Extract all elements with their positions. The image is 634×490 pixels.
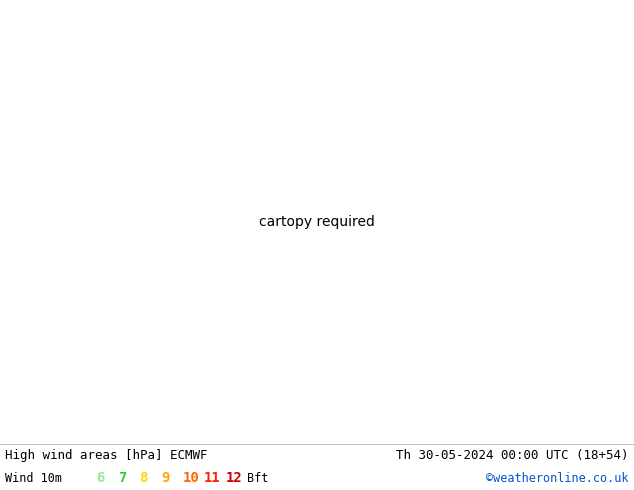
- Text: 11: 11: [204, 471, 221, 485]
- Text: cartopy required: cartopy required: [259, 215, 375, 229]
- Text: Bft: Bft: [247, 472, 269, 485]
- Text: Th 30-05-2024 00:00 UTC (18+54): Th 30-05-2024 00:00 UTC (18+54): [396, 449, 629, 462]
- Text: 8: 8: [139, 471, 148, 485]
- Text: Wind 10m: Wind 10m: [5, 472, 62, 485]
- Text: 6: 6: [96, 471, 105, 485]
- Text: 12: 12: [226, 471, 242, 485]
- Text: 9: 9: [161, 471, 169, 485]
- Text: 10: 10: [183, 471, 199, 485]
- Text: 7: 7: [118, 471, 126, 485]
- Text: ©weatheronline.co.uk: ©weatheronline.co.uk: [486, 472, 629, 485]
- Text: High wind areas [hPa] ECMWF: High wind areas [hPa] ECMWF: [5, 449, 207, 462]
